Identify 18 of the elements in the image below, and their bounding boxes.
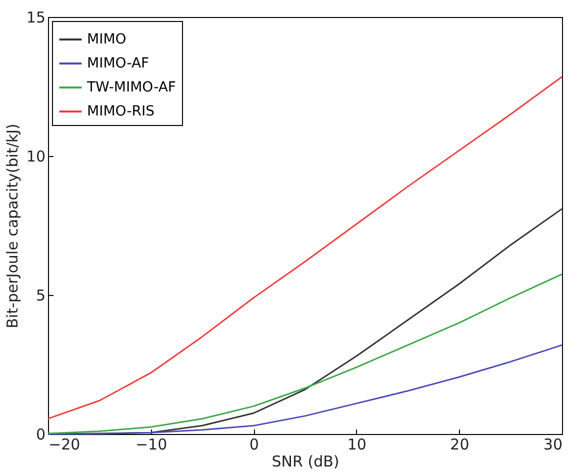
legend-label: TW-MIMO-AF — [86, 80, 176, 96]
x-tick-label: 30 — [543, 436, 562, 454]
x-tick-label: −20 — [48, 436, 80, 454]
line-series — [47, 344, 563, 435]
x-axis-title: SNR (dB) — [272, 452, 340, 470]
y-tick-label: 10 — [26, 148, 46, 166]
y-tick-label: 15 — [26, 8, 46, 26]
line-series — [47, 76, 563, 420]
legend-label: MIMO-AF — [87, 56, 150, 72]
x-tick-label: −10 — [135, 436, 168, 454]
y-axis-title: Bit-perJoule capacity(bit/kJ) — [3, 124, 22, 328]
x-tick-label: 20 — [450, 436, 470, 454]
legend-label: MIMO-RIS — [87, 104, 155, 120]
x-tick-label: 0 — [249, 436, 259, 454]
line-series — [47, 273, 563, 434]
x-tick-label: 10 — [347, 436, 366, 454]
y-tick-label: 5 — [36, 286, 46, 304]
legend-label: MIMO — [87, 32, 126, 48]
